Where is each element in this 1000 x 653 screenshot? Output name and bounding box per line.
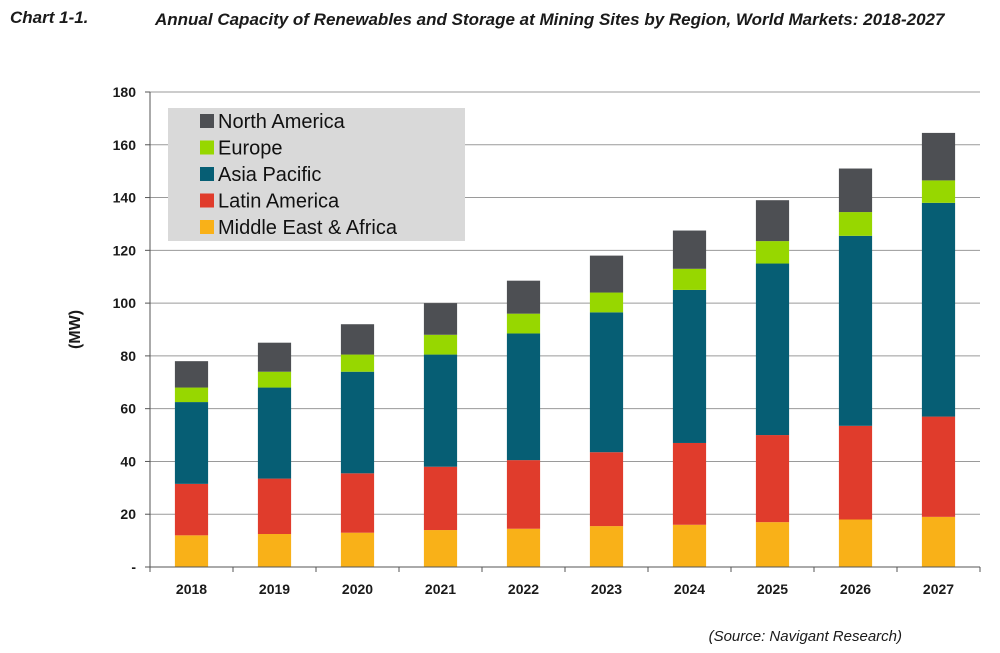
source-note: (Source: Navigant Research) <box>708 628 902 645</box>
bar-segment <box>672 289 707 443</box>
bar-segment <box>174 402 209 484</box>
bar-segment <box>921 132 956 181</box>
legend-swatch <box>200 167 214 181</box>
bar-segment <box>174 387 209 403</box>
bar-segment <box>755 435 790 523</box>
bar-segment <box>672 442 707 525</box>
bar-segment <box>174 483 209 536</box>
legend: North America Europe Asia Pacific Latin Ame… <box>168 108 465 241</box>
bar-segment <box>672 268 707 290</box>
x-tick-label: 2026 <box>840 581 871 597</box>
x-tick-label: 2022 <box>508 581 539 597</box>
x-tick-label: 2027 <box>923 581 954 597</box>
bar-segment <box>672 230 707 269</box>
x-tick-label: 2018 <box>176 581 207 597</box>
x-tick-label: 2020 <box>342 581 373 597</box>
bar-segment <box>838 519 873 567</box>
bar-segment <box>174 535 209 567</box>
bar-segment <box>589 526 624 567</box>
bar-segment <box>257 342 292 372</box>
bar-segment <box>755 241 790 264</box>
y-tick-label: 20 <box>120 506 136 522</box>
bar-segment <box>340 354 375 372</box>
y-axis-title: (MW) <box>67 310 84 349</box>
bar-segment <box>423 354 458 467</box>
bar-segment <box>423 530 458 567</box>
bar-segment <box>589 292 624 313</box>
legend-swatch <box>200 140 214 155</box>
bar-segment <box>838 212 873 236</box>
legend-swatch <box>200 114 214 128</box>
bar-segment <box>921 202 956 417</box>
bar-segment <box>755 263 790 436</box>
bar-segment <box>755 522 790 567</box>
bar-segment <box>257 478 292 535</box>
chart-title: Annual Capacity of Renewables and Storag… <box>155 10 945 29</box>
legend-swatch <box>200 220 214 234</box>
y-tick-label: 160 <box>113 137 137 153</box>
bar-segment <box>506 460 541 529</box>
y-tick-label: 120 <box>113 242 137 258</box>
bar-segment <box>838 425 873 520</box>
y-tick-label: 60 <box>120 401 136 417</box>
legend-label: Europe <box>218 138 283 160</box>
bar-segment <box>257 371 292 388</box>
y-tick-label: 40 <box>120 453 136 469</box>
bar-segment <box>340 532 375 567</box>
bar-segment <box>589 452 624 527</box>
y-tick-label: 100 <box>113 295 137 311</box>
bar-segment <box>423 466 458 531</box>
bar-segment <box>589 312 624 453</box>
bar-segment <box>506 313 541 334</box>
y-tick-label: 140 <box>113 190 137 206</box>
chart-number: Chart 1-1. <box>10 8 89 27</box>
bar-segment <box>340 371 375 474</box>
bar-segment <box>921 180 956 203</box>
legend-label: Latin America <box>218 191 340 213</box>
x-tick-label: 2023 <box>591 581 622 597</box>
tick-labels: - 20 40 60 80 100 120 140 160 180 2018 2019 2020 2021… <box>67 84 954 597</box>
bar-segment <box>174 361 209 388</box>
y-tick-label: 180 <box>113 84 137 100</box>
bar-segment <box>340 473 375 533</box>
legend-label: North America <box>218 111 346 133</box>
bar-segment <box>921 516 956 567</box>
x-tick-label: 2025 <box>757 581 788 597</box>
legend-swatch <box>200 193 214 208</box>
legend-label: Asia Pacific <box>218 164 321 186</box>
legend-box <box>168 108 465 241</box>
x-tick-label: 2024 <box>674 581 705 597</box>
bar-segment <box>838 235 873 426</box>
bar-segment <box>423 334 458 355</box>
bar-segment <box>755 200 790 242</box>
y-tick-label: - <box>131 559 136 575</box>
x-tick-label: 2021 <box>425 581 456 597</box>
bar-segment <box>589 255 624 293</box>
bar-segment <box>838 168 873 213</box>
y-tick-label: 80 <box>120 348 136 364</box>
bar-segment <box>423 303 458 335</box>
bar-stacks <box>174 132 956 567</box>
bar-segment <box>506 528 541 567</box>
bar-segment <box>257 387 292 479</box>
x-tick-label: 2019 <box>259 581 290 597</box>
bar-segment <box>506 280 541 314</box>
bar-segment <box>340 324 375 355</box>
axes <box>145 91 981 572</box>
bar-segment <box>257 534 292 567</box>
legend-label: Middle East & Africa <box>218 217 398 239</box>
bar-segment <box>506 333 541 461</box>
bar-segment <box>672 524 707 567</box>
bar-segment <box>921 416 956 517</box>
